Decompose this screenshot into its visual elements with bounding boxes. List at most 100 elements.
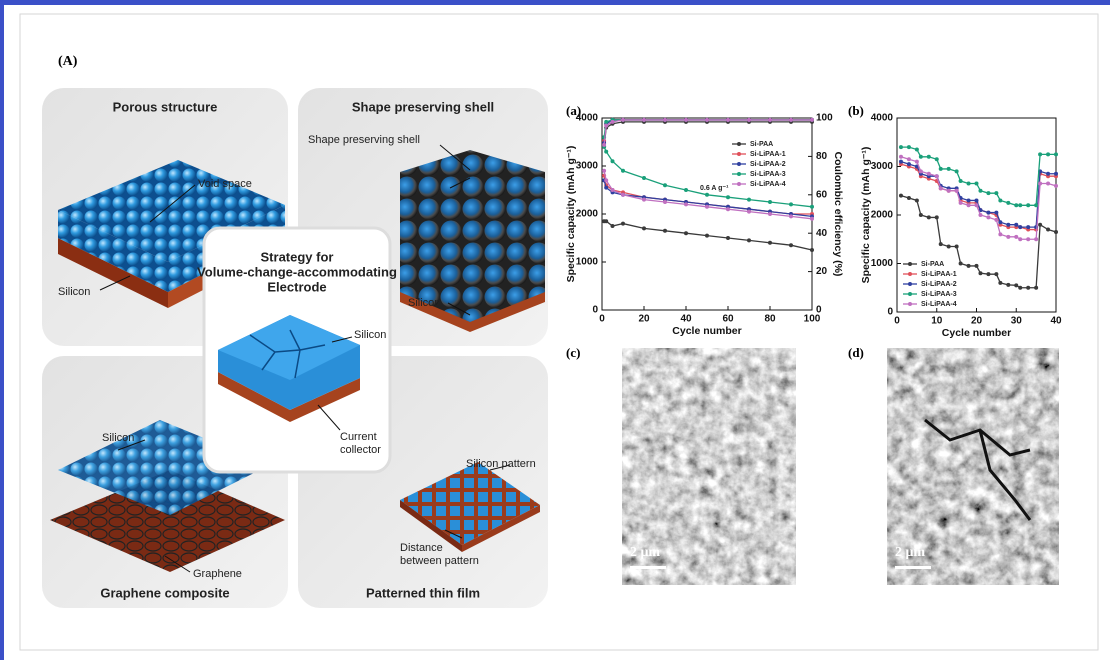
y-tick-label: 0 [592, 305, 598, 316]
capacity-line-marker [935, 215, 939, 219]
y-tick-label: 2000 [576, 209, 599, 220]
capacity-line-marker [1018, 225, 1022, 229]
capacity-line-marker [927, 155, 931, 159]
y2-tick-label: 80 [816, 151, 828, 162]
capacity-line-marker [789, 243, 793, 247]
capacity-line-marker [726, 195, 730, 199]
capacity-line-marker [1054, 172, 1058, 176]
capacity-line-marker [967, 198, 971, 202]
efficiency-line-marker [611, 120, 615, 124]
efficiency-line-marker [604, 124, 608, 128]
callout: Silicon [58, 286, 90, 298]
capacity-line-marker [915, 160, 919, 164]
capacity-line-marker [705, 234, 709, 238]
y-tick-label: 0 [887, 307, 893, 318]
panel-label: (A) [58, 54, 78, 69]
capacity-line-marker [747, 210, 751, 214]
x-tick-label: 40 [1050, 316, 1062, 327]
legend-marker [737, 172, 741, 176]
capacity-line-marker [604, 219, 608, 223]
capacity-line-marker [955, 169, 959, 173]
legend-label: Si-LiPAA-1 [750, 151, 786, 158]
callout: collector [340, 444, 381, 456]
legend-label: Si-LiPAA-3 [921, 291, 957, 298]
quadrant-title: Graphene composite [100, 585, 229, 600]
legend-label: Si-LiPAA-2 [750, 161, 786, 168]
x-axis-label: Cycle number [942, 327, 1011, 339]
capacity-line-marker [1006, 223, 1010, 227]
legend-marker [737, 152, 741, 156]
x-tick-label: 10 [931, 316, 943, 327]
capacity-line-marker [975, 181, 979, 185]
callout: Silicon pattern [466, 458, 536, 470]
capacity-line-marker [975, 198, 979, 202]
capacity-line-marker [986, 272, 990, 276]
efficiency-line-marker [810, 118, 814, 122]
capacity-line-marker [998, 220, 1002, 224]
center-title: Electrode [267, 279, 326, 294]
capacity-line-marker [978, 213, 982, 217]
y2-tick-label: 40 [816, 228, 828, 239]
panel-label: (d) [848, 345, 864, 360]
scale-label: 2 μm [630, 545, 660, 560]
y2-tick-label: 0 [816, 305, 822, 316]
capacity-line-marker [768, 200, 772, 204]
capacity-line-marker [927, 172, 931, 176]
efficiency-line-marker [747, 118, 751, 122]
y-tick-label: 1000 [871, 258, 894, 269]
capacity-line-marker [959, 179, 963, 183]
capacity-line-marker [1006, 201, 1010, 205]
x-tick-label: 0 [599, 314, 605, 325]
capacity-line-marker [642, 226, 646, 230]
capacity-line-marker [1038, 152, 1042, 156]
legend-marker [908, 292, 912, 296]
quadrant-title: Shape preserving shell [352, 99, 494, 114]
y-axis-label: Specific capacity (mAh g⁻¹) [565, 146, 577, 283]
capacity-line-marker [978, 189, 982, 193]
capacity-line-marker [663, 200, 667, 204]
x-tick-label: 30 [1011, 316, 1023, 327]
capacity-line-marker [611, 224, 615, 228]
capacity-line-marker [959, 262, 963, 266]
capacity-line-marker [967, 264, 971, 268]
callout: Current [340, 431, 377, 443]
capacity-line-marker [939, 242, 943, 246]
efficiency-line-marker [621, 118, 625, 122]
capacity-line-marker [1018, 237, 1022, 241]
capacity-line-marker [994, 272, 998, 276]
scale-label: 2 μm [895, 545, 925, 560]
legend-marker [737, 162, 741, 166]
capacity-line-marker [789, 202, 793, 206]
capacity-line-marker [947, 189, 951, 193]
capacity-line-marker [978, 271, 982, 275]
capacity-line-marker [994, 191, 998, 195]
capacity-line-marker [663, 229, 667, 233]
capacity-line-marker [1014, 235, 1018, 239]
capacity-line-marker [1018, 286, 1022, 290]
y-tick-label: 2000 [871, 210, 894, 221]
capacity-line-marker [927, 215, 931, 219]
center-title: Volume-change-accommodating [197, 264, 397, 279]
legend-label: Si-LiPAA-4 [921, 301, 957, 308]
capacity-line-marker [1038, 223, 1042, 227]
efficiency-line-marker [789, 118, 793, 122]
y2-tick-label: 100 [816, 113, 833, 124]
capacity-line-marker [947, 245, 951, 249]
callout: Void space [198, 178, 252, 190]
figure-page: (A) Porous structure Shape preserving sh… [0, 0, 1110, 660]
capacity-line-marker [955, 245, 959, 249]
capacity-line-marker [810, 205, 814, 209]
capacity-line-marker [684, 231, 688, 235]
capacity-line-marker [611, 159, 615, 163]
callout: Shape preserving shell [308, 134, 420, 146]
capacity-line-marker [998, 281, 1002, 285]
capacity-line-marker [642, 176, 646, 180]
capacity-line-marker [919, 169, 923, 173]
capacity-line-marker [1046, 181, 1050, 185]
capacity-line-marker [899, 145, 903, 149]
legend-label: Si-LiPAA-4 [750, 181, 786, 188]
efficiency-line-marker [642, 118, 646, 122]
capacity-line-marker [986, 215, 990, 219]
capacity-line-marker [747, 198, 751, 202]
capacity-line-marker [899, 160, 903, 164]
